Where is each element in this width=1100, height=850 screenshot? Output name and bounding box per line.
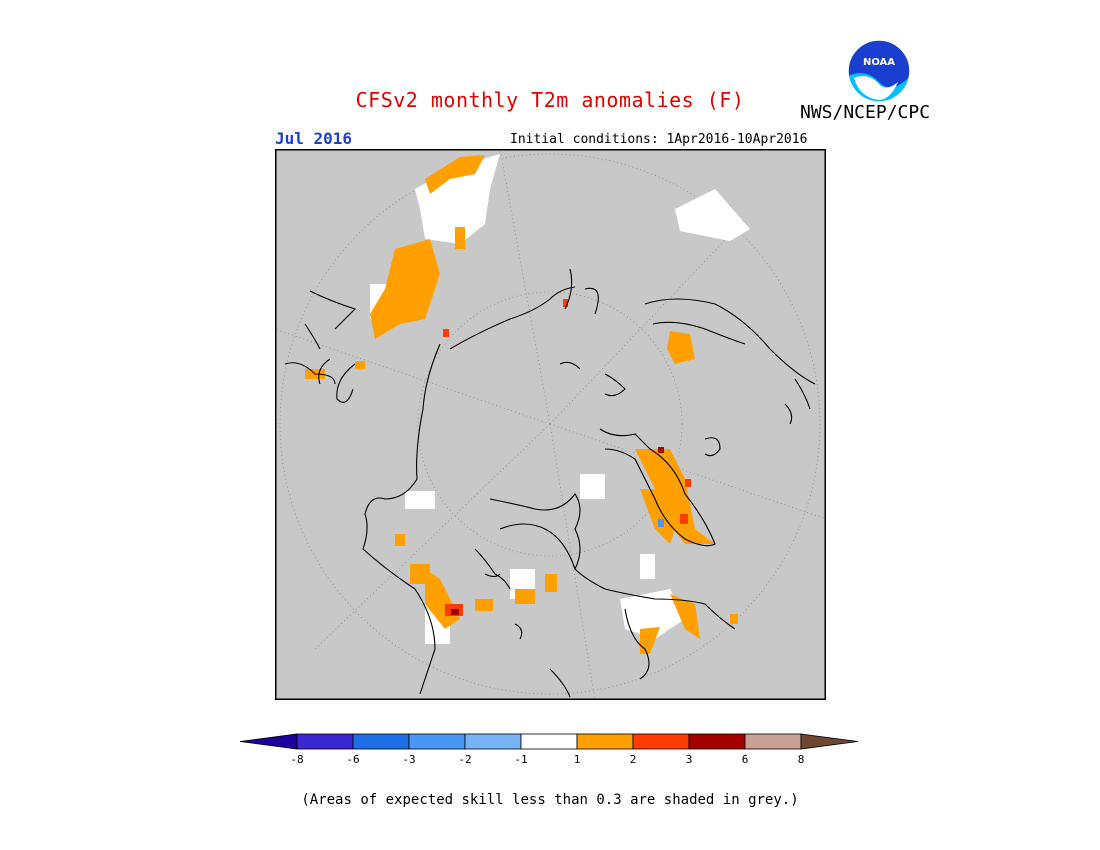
legend-tick-label: 2 [630,753,637,766]
skill-note: (Areas of expected skill less than 0.3 a… [301,792,799,808]
initial-conditions: Initial conditions: 1Apr2016-10Apr2016 [510,132,808,147]
polar-map [275,149,826,700]
legend-swatch [352,733,410,750]
graticule [275,149,826,700]
legend-tick-label: -8 [290,753,303,766]
svg-text:NOAA: NOAA [863,57,895,68]
legend-swatch [520,733,578,750]
legend-arrow-low [239,733,298,750]
noaa-logo: NOAA [847,39,911,103]
legend-swatch [632,733,690,750]
map-frame [275,149,826,700]
forecast-month: Jul 2016 [275,129,353,148]
legend-tick-label: -6 [346,753,359,766]
legend-swatch [744,733,802,750]
legend-tick-label: 6 [742,753,749,766]
legend-swatch [464,733,522,750]
strong-warm-anomaly-areas [443,299,691,616]
warm-anomaly-areas [305,155,738,654]
legend-swatch [296,733,354,750]
legend-tick-label: 3 [686,753,693,766]
legend-tick-label: 8 [798,753,805,766]
legend-swatch [408,733,466,750]
coastlines [284,268,816,698]
legend-swatch [688,733,746,750]
legend-tick-label: 1 [574,753,581,766]
legend-tick-label: -1 [514,753,527,766]
color-legend: -8 -6 -3 -2 -1 1 2 3 6 8 [239,733,859,766]
map-title: CFSv2 monthly T2m anomalies (F) [355,88,745,112]
legend-arrow-high [800,733,859,750]
legend-tick-label: -2 [458,753,471,766]
agency-label: NWS/NCEP/CPC [800,102,931,123]
legend-swatch [576,733,634,750]
legend-tick-label: -3 [402,753,415,766]
